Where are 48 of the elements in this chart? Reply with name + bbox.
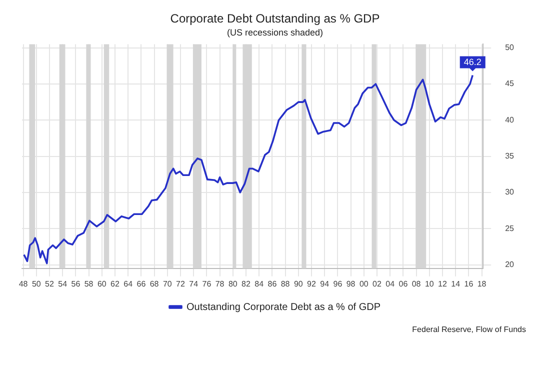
x-tick-label: 66 (136, 279, 146, 288)
x-tick-label: 98 (346, 279, 356, 288)
y-tick-label: 20 (505, 260, 515, 269)
y-tick-label: 40 (505, 115, 515, 124)
x-tick-label: 58 (84, 279, 94, 288)
data-label: 46.2 (464, 56, 482, 67)
x-tick-label: 94 (320, 279, 330, 288)
x-tick-label: 72 (176, 279, 186, 288)
x-tick-label: 14 (451, 279, 461, 288)
y-tick-label: 50 (505, 43, 515, 52)
x-tick-label: 62 (110, 279, 120, 288)
x-tick-label: 64 (124, 279, 134, 288)
x-tick-label: 84 (254, 279, 264, 288)
x-tick-label: 78 (215, 279, 225, 288)
x-tick-label: 18 (477, 279, 487, 288)
x-tick-label: 88 (280, 279, 290, 288)
x-tick-label: 48 (18, 279, 28, 288)
x-tick-label: 08 (412, 279, 422, 288)
y-tick-label: 25 (505, 224, 515, 233)
x-tick-label: 50 (32, 279, 42, 288)
legend-label: Outstanding Corporate Debt as a % of GDP (186, 302, 381, 313)
x-tick-label: 86 (268, 279, 278, 288)
x-tick-label: 96 (333, 279, 343, 288)
chart-title: Corporate Debt Outstanding as % GDP (170, 12, 380, 26)
x-tick-label: 04 (386, 279, 396, 288)
y-tick-label: 45 (505, 79, 515, 88)
x-tick-label: 16 (464, 279, 474, 288)
x-tick-label: 02 (372, 279, 382, 288)
chart-subtitle: (US recessions shaded) (226, 27, 324, 38)
x-tick-label: 74 (189, 279, 199, 288)
x-tick-label: 06 (398, 279, 408, 288)
x-tick-label: 82 (242, 279, 251, 288)
x-tick-label: 52 (45, 279, 55, 288)
text: Federal Reserve, Flow of Funds (412, 325, 526, 334)
y-tick-label: 30 (505, 188, 515, 197)
x-tick-label: 90 (294, 279, 304, 288)
x-tick-label: 54 (58, 279, 68, 288)
x-tick-label: 92 (307, 279, 316, 288)
x-tick-label: 80 (228, 279, 238, 288)
x-tick-label: 68 (150, 279, 160, 288)
x-tick-label: 10 (424, 279, 434, 288)
x-tick-label: 12 (438, 279, 448, 288)
y-tick-label: 35 (505, 152, 515, 161)
x-tick-label: 76 (202, 279, 212, 288)
x-tick-label: 00 (359, 279, 369, 288)
x-tick-label: 60 (97, 279, 107, 288)
x-tick-label: 56 (71, 279, 81, 288)
x-tick-label: 70 (162, 279, 172, 288)
